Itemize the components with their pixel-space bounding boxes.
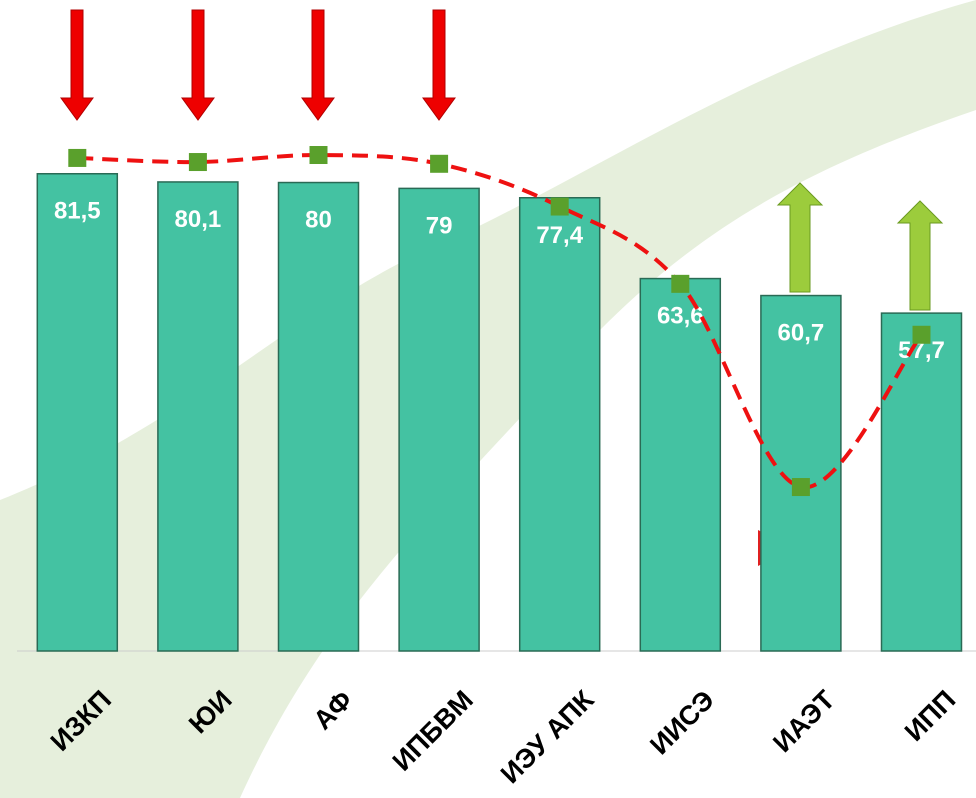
decor-arrows (60, 9, 944, 311)
line-marker (671, 274, 690, 293)
trend-line (77, 153, 924, 490)
value-label: 81,5 (54, 198, 101, 225)
value-label: 77,4 (536, 222, 583, 249)
line-marker (791, 478, 810, 497)
bar (518, 197, 601, 652)
line-marker (68, 148, 87, 167)
value-label: 79 (426, 212, 453, 239)
line-marker (309, 146, 328, 165)
line-marker (188, 153, 207, 172)
value-label: 80,1 (175, 206, 222, 233)
x-tick-label: ИПБВМ (387, 685, 479, 777)
line-marker (550, 197, 569, 216)
bar (639, 277, 722, 652)
bar (277, 181, 360, 652)
value-label: 60,7 (778, 320, 825, 347)
x-tick-label: ИАЭТ (767, 684, 841, 758)
x-tick-label: ИИСЭ (644, 685, 720, 761)
bar (36, 172, 119, 652)
bar (760, 294, 842, 652)
x-tick-label: АФ (307, 685, 358, 736)
x-tick-label: ИПП (899, 685, 961, 747)
line-marker (912, 325, 931, 344)
bar (157, 181, 239, 652)
line-marker (430, 154, 449, 173)
bar (880, 312, 963, 652)
value-label: 80 (305, 207, 332, 234)
bar (398, 187, 480, 652)
x-tick-label: ИЭУ АПК (495, 684, 600, 789)
